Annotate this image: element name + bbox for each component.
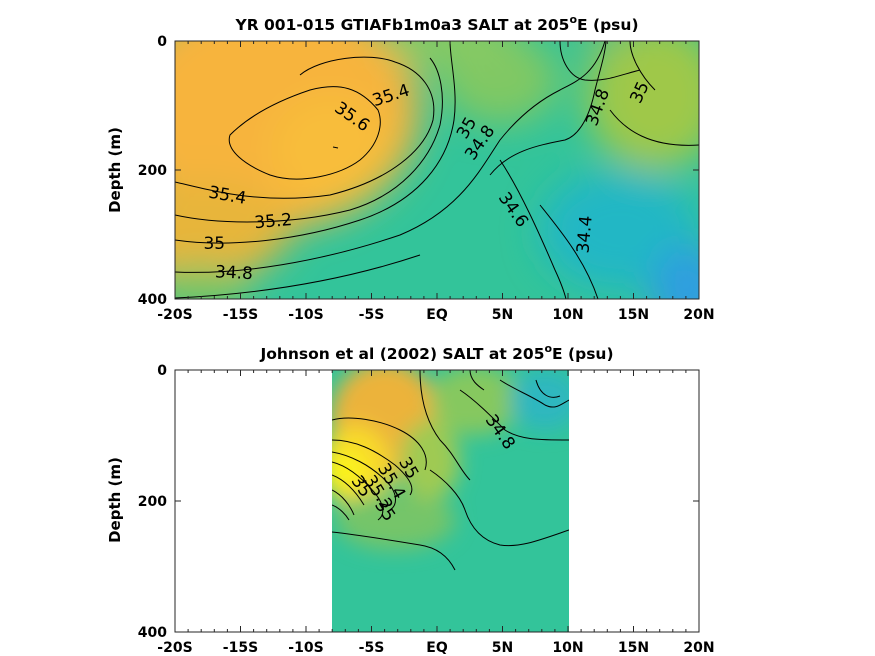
x-tick-label: -10S	[288, 640, 323, 656]
chart-2-title: Johnson et al (2002) SALT at 205oE (psu)	[259, 342, 613, 363]
chart-2-heatmap	[332, 370, 569, 632]
x-tick-label: 5N	[492, 640, 513, 656]
contour-label: 35.2	[254, 210, 293, 233]
contour-label: 34.8	[215, 262, 254, 284]
x-tick-label: -15S	[223, 307, 258, 323]
chart-1: YR 001-015 GTIAFb1m0a3 SALT at 205oE (ps…	[106, 13, 715, 323]
x-tick-label: -5S	[359, 640, 385, 656]
y-tick-label: 400	[138, 625, 167, 641]
y-tick-label: 400	[138, 292, 167, 308]
contour-label: 35	[203, 234, 225, 254]
y-tick-label: 200	[138, 163, 167, 179]
chart-1-title: YR 001-015 GTIAFb1m0a3 SALT at 205oE (ps…	[234, 13, 638, 34]
chart-2: Johnson et al (2002) SALT at 205oE (psu)	[106, 342, 715, 656]
x-tick-label: -10S	[288, 307, 323, 323]
x-tick-label: 20N	[683, 640, 714, 656]
x-tick-label: EQ	[426, 640, 448, 656]
y-tick-label: 0	[157, 363, 167, 379]
x-tick-label: -20S	[157, 640, 192, 656]
contour-label: 34.4	[573, 215, 596, 254]
chart-2-ylabel: Depth (m)	[106, 457, 124, 543]
chart-1-x-ticks: -20S -15S -10S -5S EQ 5N 10N 15N 20N	[157, 41, 715, 323]
x-tick-label: -5S	[359, 307, 385, 323]
x-tick-label: 5N	[492, 307, 513, 323]
x-tick-label: 20N	[683, 307, 714, 323]
x-tick-label: 15N	[618, 640, 649, 656]
chart-1-ylabel: Depth (m)	[106, 127, 124, 213]
x-tick-label: 10N	[552, 640, 583, 656]
y-tick-label: 0	[157, 34, 167, 50]
y-tick-label: 200	[138, 494, 167, 510]
x-tick-label: EQ	[426, 307, 448, 323]
x-tick-label: 10N	[552, 307, 583, 323]
chart-2-x-ticks: -20S -15S -10S -5S EQ 5N 10N 15N 20N	[157, 370, 715, 656]
chart-1-y-ticks: 0 200 400	[138, 34, 699, 308]
chart-2-y-ticks: 0 200 400	[138, 363, 699, 641]
x-tick-label: -15S	[223, 640, 258, 656]
x-tick-label: 15N	[618, 307, 649, 323]
chart-1-heatmap	[175, 41, 699, 299]
x-tick-label: -20S	[157, 307, 192, 323]
